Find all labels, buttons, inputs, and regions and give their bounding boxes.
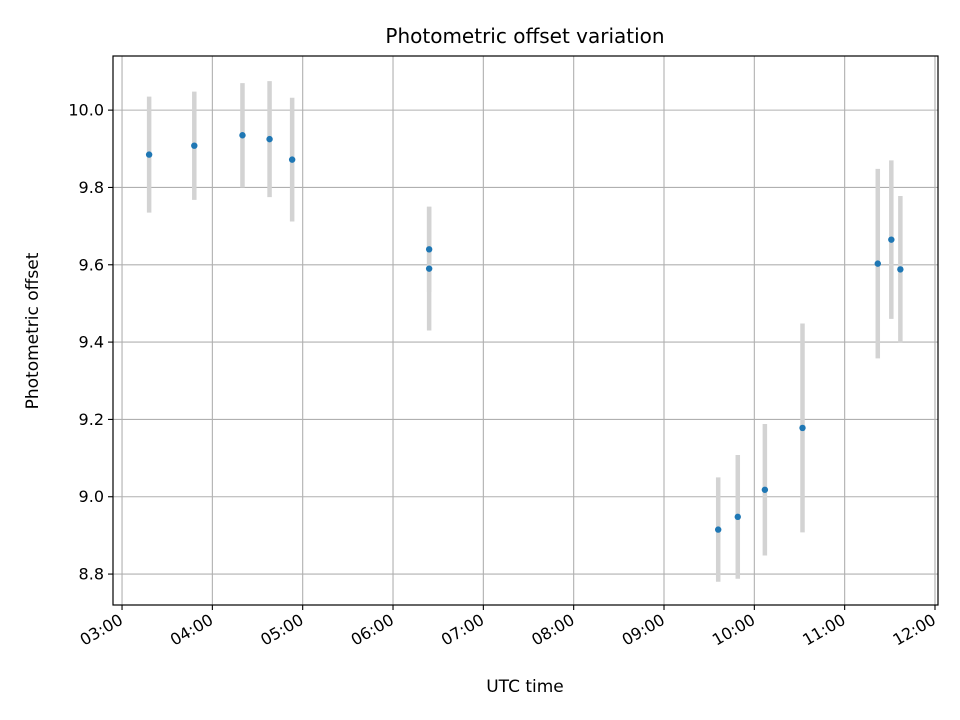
y-tick-label: 9.0	[79, 487, 104, 506]
x-tick-label: 06:00	[348, 610, 397, 650]
data-point	[715, 526, 722, 533]
x-tick-label: 10:00	[709, 610, 758, 650]
data-point	[874, 260, 881, 267]
x-tick-label: 11:00	[799, 610, 848, 650]
x-tick-label: 07:00	[438, 610, 487, 650]
y-tick-label: 10.0	[68, 101, 104, 120]
data-points	[145, 132, 904, 533]
x-axis-title: UTC time	[486, 677, 564, 697]
x-tick-label: 08:00	[528, 610, 577, 650]
data-point	[239, 132, 246, 139]
y-tick-label: 8.8	[79, 565, 104, 584]
data-point	[897, 266, 904, 273]
x-tick-label: 03:00	[77, 610, 126, 650]
chart-title: Photometric offset variation	[385, 24, 664, 48]
y-tick-label: 9.8	[79, 178, 104, 197]
data-point	[266, 135, 273, 143]
data-point	[888, 236, 895, 243]
data-point	[799, 424, 806, 432]
data-point	[145, 151, 153, 158]
data-point	[191, 142, 198, 149]
x-tick-label: 04:00	[167, 610, 216, 650]
y-tick-label: 9.4	[79, 333, 104, 352]
y-tick-label: 9.6	[79, 255, 104, 274]
x-tick-label: 12:00	[890, 610, 939, 650]
x-tick-label: 09:00	[619, 610, 668, 650]
data-point	[288, 156, 296, 163]
y-tick-label: 9.2	[79, 410, 104, 429]
plot-background	[113, 56, 938, 605]
x-tick-label: 05:00	[257, 610, 306, 650]
y-axis-title: Photometric offset	[23, 252, 43, 409]
data-point	[761, 486, 769, 493]
data-point	[425, 246, 433, 253]
plot-frame	[112, 55, 939, 606]
data-point	[425, 265, 433, 272]
data-point	[734, 513, 741, 521]
